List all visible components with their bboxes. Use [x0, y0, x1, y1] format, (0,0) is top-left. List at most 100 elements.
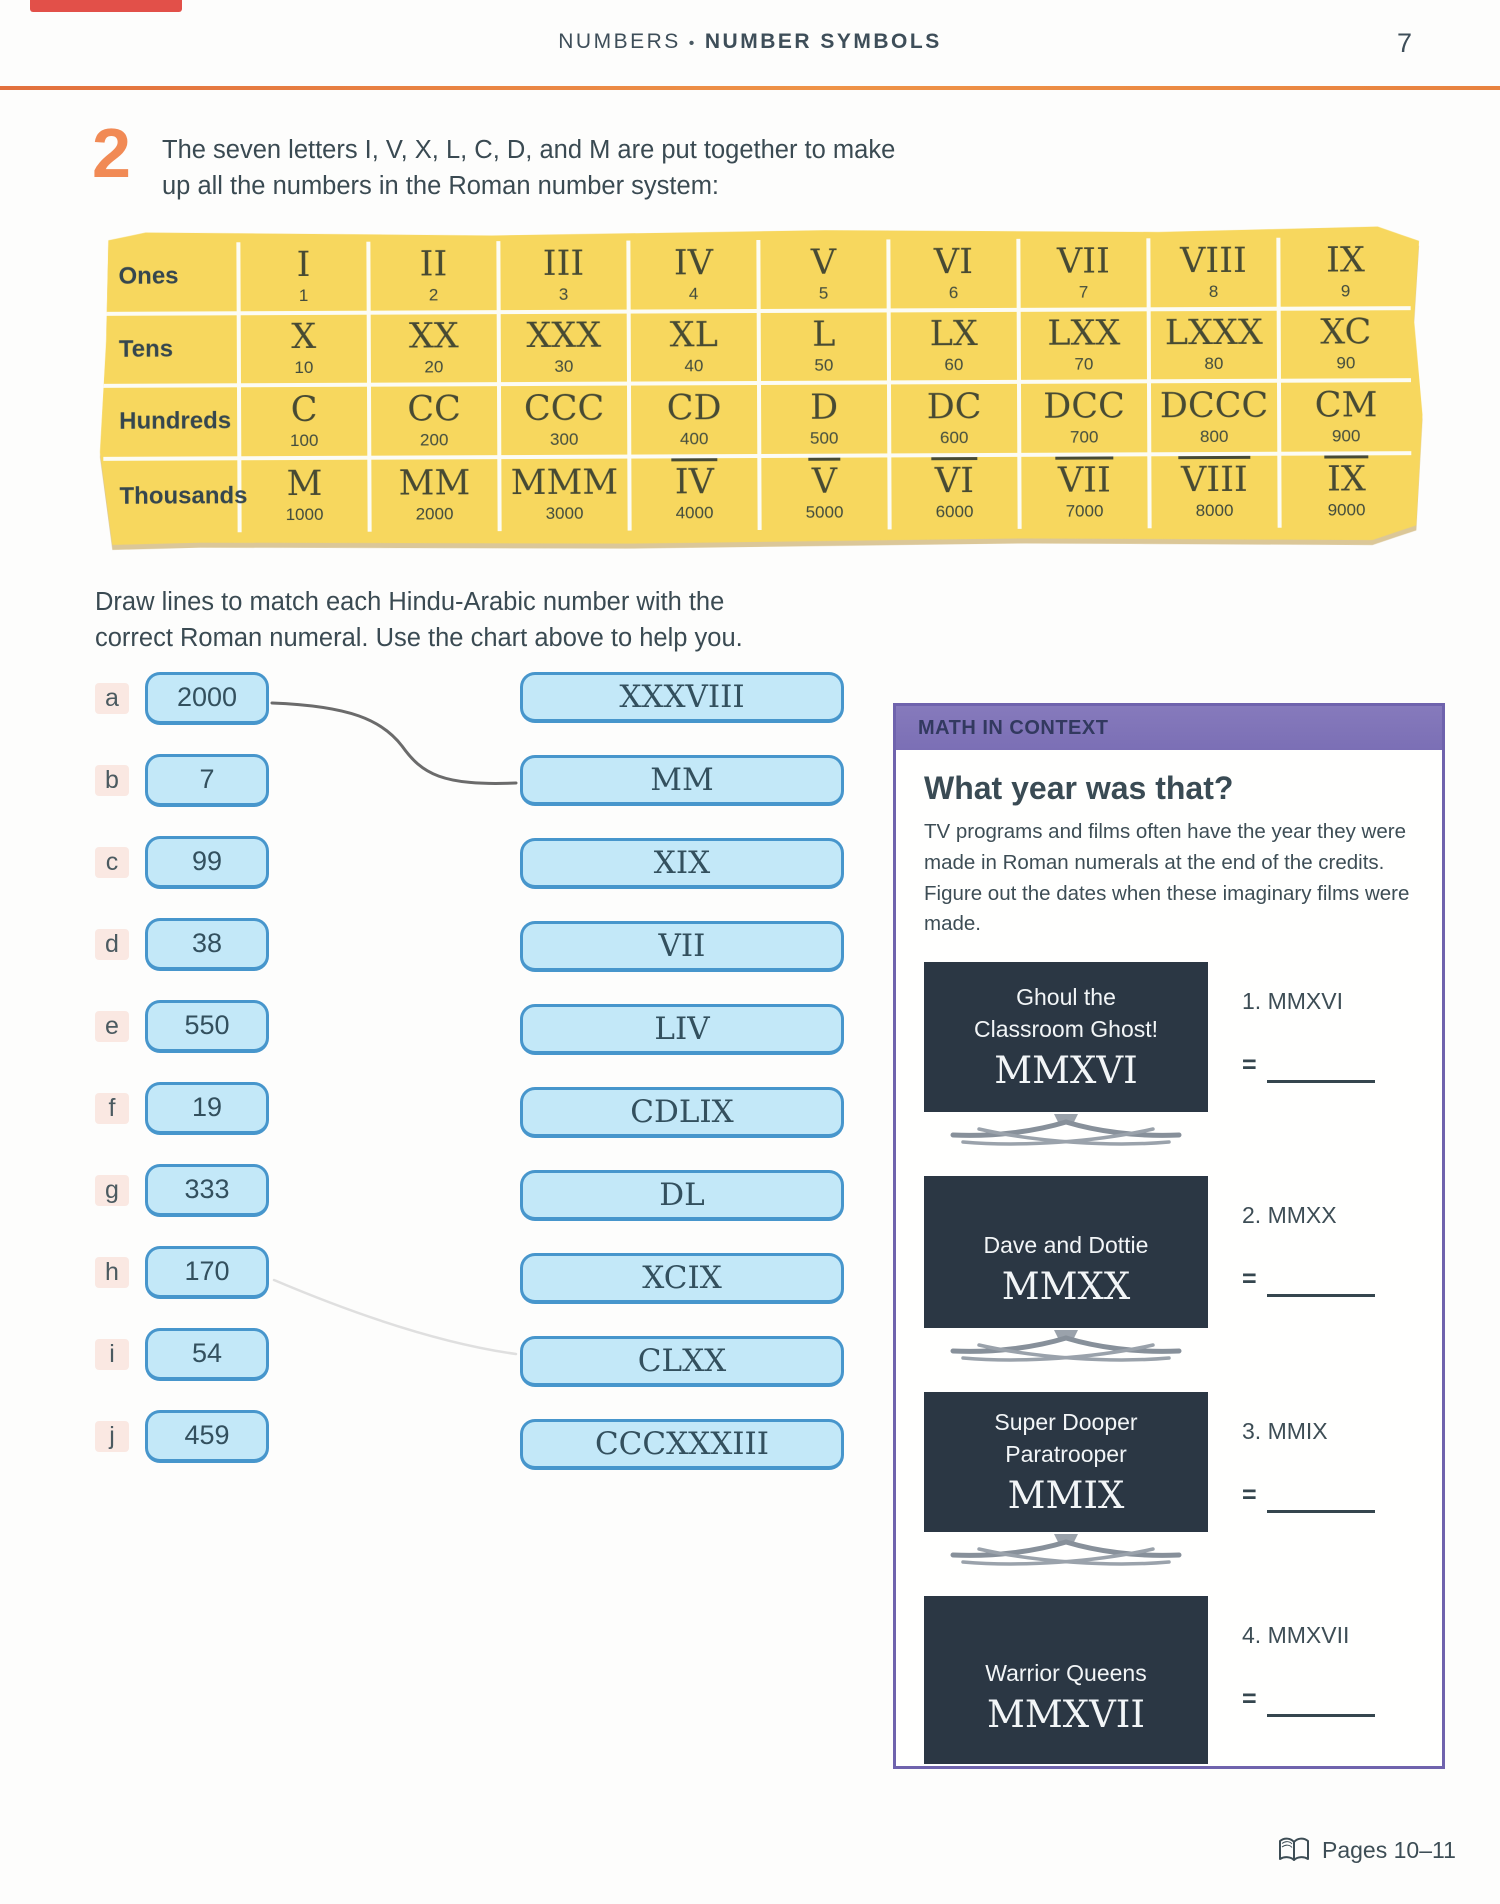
match-letter-j: j	[95, 1420, 129, 1452]
tv-stand	[950, 1114, 1182, 1146]
roman-pill-CLXX[interactable]: CLXX	[520, 1336, 844, 1387]
chart-arabic-value: 80	[1204, 354, 1224, 374]
chart-arabic-value: 10	[294, 358, 314, 378]
number-pill-99[interactable]: 99	[145, 835, 269, 889]
match-row: h 170	[95, 1245, 269, 1299]
chart-roman-numeral: DCCC	[1159, 385, 1269, 427]
chart-arabic-value: 20	[424, 357, 444, 377]
chart-roman-numeral: XC	[1320, 312, 1372, 353]
answer-blank[interactable]	[1266, 1685, 1375, 1717]
header-rule	[0, 86, 1500, 90]
answer-blank[interactable]	[1266, 1481, 1375, 1513]
footer-pages-ref: Pages 10–11	[1276, 1836, 1456, 1864]
number-pill-7[interactable]: 7	[145, 753, 269, 807]
chart-roman-numeral: XL	[669, 315, 718, 356]
chart-roman-numeral: CM	[1314, 385, 1378, 426]
number-pill-2000[interactable]: 2000	[145, 671, 269, 725]
chart-roman-numeral: LXX	[1047, 313, 1121, 355]
match-row: f 19	[95, 1081, 269, 1135]
chart-cell: VI 6000	[891, 456, 1021, 529]
tv-screen: Dave and Dottie MMXX	[924, 1176, 1208, 1328]
chart-cell: LX 60	[891, 311, 1021, 384]
roman-pill-CCCXXXIII[interactable]: CCCXXXIII	[520, 1419, 844, 1470]
chart-cell: VIII 8	[1150, 238, 1280, 311]
chart-arabic-value: 70	[1074, 354, 1094, 374]
chart-roman-numeral: VII	[1055, 463, 1114, 500]
chart-arabic-value: 30	[554, 356, 574, 377]
chart-arabic-value: 500	[809, 428, 839, 448]
chart-arabic-value: 3000	[545, 503, 584, 524]
chart-arabic-value: 600	[939, 427, 969, 447]
roman-pill-XIX[interactable]: XIX	[520, 838, 844, 889]
chart-roman-numeral: V	[809, 464, 840, 501]
header-section-label: NUMBERS	[558, 30, 681, 53]
chart-arabic-value: 400	[679, 428, 709, 448]
match-row: i 54	[95, 1327, 269, 1381]
roman-pill-VII[interactable]: VII	[520, 921, 844, 972]
chart-roman-numeral: IV	[672, 465, 717, 502]
tv-row: Ghoul the Classroom Ghost! MMXVI 1. MMXVI =	[924, 962, 1418, 1154]
match-letter-b: b	[95, 764, 129, 796]
chart-arabic-value: 9	[1340, 281, 1351, 301]
chart-arabic-value: 4	[688, 283, 699, 303]
context-paragraph: TV programs and films often have the yea…	[924, 820, 1410, 936]
roman-pill-MM[interactable]: MM	[520, 755, 844, 806]
chart-roman-numeral: CD	[666, 388, 722, 429]
chart-cell: LXXX 80	[1151, 310, 1281, 383]
chart-roman-numeral: M	[286, 464, 323, 505]
answer-blank[interactable]	[1266, 1051, 1375, 1083]
roman-pill-CDLIX[interactable]: CDLIX	[520, 1087, 844, 1138]
header-title: NUMBER SYMBOLS	[704, 30, 942, 53]
chart-roman-numeral: III	[542, 243, 585, 284]
chart-arabic-value: 2000	[415, 504, 454, 524]
tv: Super Dooper Paratrooper MMIX	[924, 1392, 1208, 1574]
chart-cell: XX 20	[371, 314, 501, 387]
roman-pill-LIV[interactable]: LIV	[520, 1004, 844, 1055]
chart-cell: C 100	[241, 387, 371, 460]
match-letter-d: d	[95, 928, 129, 960]
chart-arabic-value: 5000	[805, 502, 844, 522]
tv-row: Warrior Queens MMXVII 4. MMXVII =	[924, 1596, 1418, 1766]
matching-instructions-line: correct Roman numeral. Use the chart abo…	[95, 624, 743, 653]
chart-cell: IX 9000	[1281, 455, 1411, 528]
number-pill-19[interactable]: 19	[145, 1081, 269, 1135]
chart-roman-numeral: VIII	[1179, 240, 1247, 282]
tv-stand	[950, 1534, 1182, 1566]
chart-arabic-value: 50	[814, 355, 834, 375]
match-row: j 459	[95, 1409, 269, 1463]
roman-pill-XXXVIII[interactable]: XXXVIII	[520, 672, 844, 723]
tv-row: Dave and Dottie MMXX 2. MMXX =	[924, 1176, 1418, 1370]
answer-equals-row: =	[1242, 1685, 1375, 1717]
number-pill-333[interactable]: 333	[145, 1163, 269, 1217]
tv-row: Super Dooper Paratrooper MMIX 3. MMIX =	[924, 1392, 1418, 1574]
roman-pill-XCIX[interactable]: XCIX	[520, 1253, 844, 1304]
chart-roman-numeral: XX	[408, 316, 459, 357]
chart-roman-numeral: LXXX	[1164, 313, 1263, 354]
hindu-arabic-column: a 2000 b 7 c 99 d 38 e 550 f 19 g 333 h 170 i 54 j 459	[95, 671, 269, 1492]
chart-roman-numeral: CCC	[523, 388, 605, 429]
tv-film-title: Ghoul the Classroom Ghost!	[973, 984, 1159, 1042]
match-letter-f: f	[95, 1092, 129, 1124]
roman-numeral-chart: Ones I 1 II 2 III 3 IV 4 V 5 VI 6 VII 7 VIII 8 IX 9 Tens X 10…	[92, 225, 1425, 547]
chart-cell: IX 9	[1280, 237, 1410, 310]
answer-item: 2. MMXX =	[1242, 1176, 1375, 1370]
chart-arabic-value: 8	[1208, 281, 1219, 301]
answer-label: 2. MMXX	[1242, 1202, 1337, 1228]
lesson-number: 2	[92, 114, 131, 192]
roman-pill-DL[interactable]: DL	[520, 1170, 844, 1221]
number-pill-459[interactable]: 459	[145, 1409, 269, 1463]
match-row: g 333	[95, 1163, 269, 1217]
number-pill-38[interactable]: 38	[145, 917, 269, 971]
lesson-intro-line: up all the numbers in the Roman number s…	[162, 172, 720, 201]
tv-screen: Super Dooper Paratrooper MMIX	[924, 1392, 1208, 1532]
number-pill-54[interactable]: 54	[145, 1327, 269, 1381]
chart-cell: V 5000	[761, 457, 891, 530]
number-pill-170[interactable]: 170	[145, 1245, 269, 1299]
answer-blank[interactable]	[1266, 1265, 1375, 1297]
page-number: 7	[1396, 28, 1412, 58]
chart-roman-numeral: MMM	[510, 462, 619, 504]
number-pill-550[interactable]: 550	[145, 999, 269, 1053]
match-letter-e: e	[95, 1010, 129, 1042]
chart-cell: MMM 3000	[501, 458, 631, 531]
